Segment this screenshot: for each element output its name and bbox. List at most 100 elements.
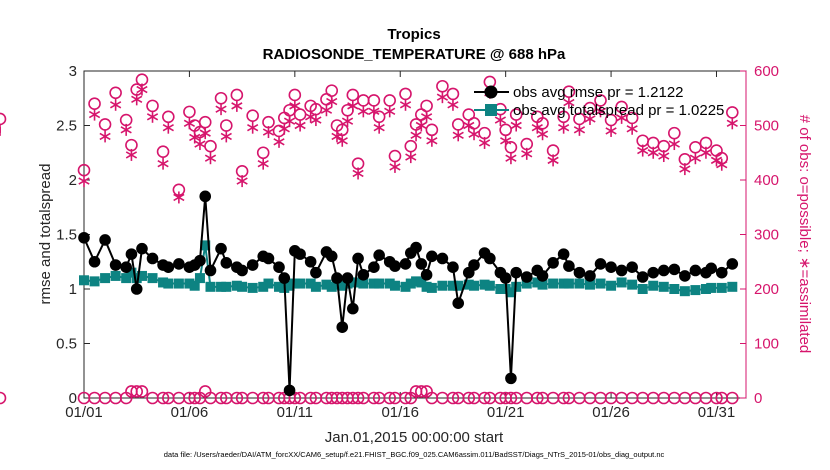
- spread-point: [205, 281, 216, 292]
- obs-assimilated-point: [215, 103, 227, 116]
- rmse-point: [647, 266, 660, 279]
- obs-assimilated-point: [125, 148, 138, 161]
- rmse-point: [563, 260, 575, 272]
- obs-possible-lower-point: [367, 391, 381, 405]
- rmse-point: [215, 242, 227, 255]
- spread-point: [110, 270, 121, 281]
- obs-assimilated-point: [447, 98, 459, 111]
- obs-possible-point: [420, 99, 433, 113]
- obs-possible-point: [399, 87, 412, 101]
- rmse-point: [615, 264, 628, 277]
- spread-point: [606, 280, 617, 291]
- obs-possible-lower-point: [725, 391, 739, 405]
- obs-possible-lower-point: [130, 385, 144, 398]
- data-file-footnote: data file: /Users/raeder/DAI/ATM_forcXX/…: [164, 450, 665, 459]
- spread-point: [136, 270, 147, 281]
- obs-possible-lower-point: [230, 391, 244, 405]
- obs-possible-point: [220, 119, 233, 132]
- obs-possible-lower-point: [304, 391, 317, 405]
- spread-point: [574, 278, 585, 289]
- obs-possible-point: [230, 88, 244, 102]
- spread-point: [173, 278, 184, 289]
- chart-subtitle: RADIOSONDE_TEMPERATURE @ 688 hPa: [263, 46, 566, 63]
- obs-assimilated-point: [331, 130, 343, 143]
- obs-assimilated-point: [204, 152, 217, 165]
- x-axis-label: Jan.01,2015 00:00:00 start: [325, 429, 504, 446]
- legend-rmse-marker: [484, 85, 498, 99]
- obs-count-series: [0, 73, 739, 405]
- obs-assimilated-point: [468, 128, 480, 141]
- spread-point: [284, 280, 295, 291]
- obs-assimilated-point: [310, 114, 322, 127]
- spread-point: [453, 280, 464, 291]
- spread-point: [194, 273, 205, 284]
- obs-possible-point: [425, 123, 439, 137]
- rmse-point: [468, 259, 480, 271]
- obs-assimilated-point: [594, 105, 607, 118]
- rmse-point: [605, 261, 617, 274]
- obs-assimilated-point: [289, 99, 301, 112]
- rmse-point: [368, 261, 380, 274]
- obs-possible-point: [204, 139, 217, 153]
- obs-possible-point: [156, 145, 170, 158]
- rmse-point: [357, 269, 370, 281]
- obs-assimilated-point: [405, 151, 417, 164]
- y-left-tick-label: 2.5: [56, 118, 77, 135]
- obs-assimilated-point: [247, 121, 259, 134]
- spread-point: [347, 277, 358, 288]
- y-right-tick-label: 400: [754, 172, 779, 189]
- obs-possible-lower-point: [462, 391, 476, 405]
- obs-assimilated-point: [99, 130, 111, 143]
- spread-point: [79, 275, 89, 286]
- obs-assimilated-point: [199, 127, 211, 140]
- chart-title: Tropics: [387, 26, 440, 43]
- spread-point: [326, 281, 337, 292]
- rmse-point: [626, 261, 638, 274]
- rmse-point: [304, 255, 317, 268]
- obs-assimilated-point: [373, 121, 385, 134]
- obs-assimilated-point: [326, 95, 338, 108]
- spread-point: [258, 281, 269, 292]
- obs-assimilated-point: [347, 99, 359, 112]
- obs-assimilated-point: [273, 135, 285, 148]
- spread-point: [658, 281, 669, 292]
- spread-point: [479, 279, 490, 290]
- y-right-tick-label: 500: [754, 118, 779, 135]
- rmse-point: [573, 266, 586, 279]
- rmse-point: [310, 266, 322, 279]
- spread-point: [237, 281, 248, 292]
- spread-point: [100, 273, 111, 284]
- rmse-point: [273, 261, 285, 274]
- obs-possible-point: [246, 109, 259, 122]
- spread-point: [679, 286, 690, 297]
- obs-possible-lower-point: [478, 391, 491, 405]
- y-axis-right-ticks: 0 100 200 300 400 500 600: [740, 63, 779, 407]
- obs-assimilated-point: [336, 134, 348, 147]
- obs-possible-lower-point: [504, 391, 518, 405]
- obs-possible-point: [367, 94, 381, 107]
- rmse-point: [547, 257, 559, 269]
- rmse-point: [505, 372, 517, 385]
- obs-assimilated-point: [547, 154, 559, 167]
- obs-possible-point: [451, 118, 465, 131]
- obs-assimilated-point: [399, 98, 412, 111]
- obs-assimilated-point: [220, 130, 232, 143]
- obs-assimilated-point: [510, 119, 522, 132]
- spread-point: [158, 277, 169, 288]
- rmse-point: [78, 231, 90, 244]
- rmse-point: [173, 258, 185, 270]
- rmse-point: [420, 269, 433, 281]
- spread-point: [247, 282, 258, 293]
- obs-possible-point: [388, 149, 402, 163]
- obs-possible-point: [725, 106, 739, 119]
- rmse-point: [352, 252, 364, 265]
- obs-assimilated-point: [384, 105, 396, 118]
- obs-assimilated-point: [231, 99, 243, 112]
- obs-possible-point: [346, 88, 360, 102]
- obs-assimilated-point: [162, 121, 174, 134]
- y-right-tick-label: 200: [754, 281, 779, 298]
- obs-assimilated-point: [716, 158, 728, 171]
- obs-possible-point: [98, 118, 112, 131]
- obs-assimilated-point: [584, 112, 596, 125]
